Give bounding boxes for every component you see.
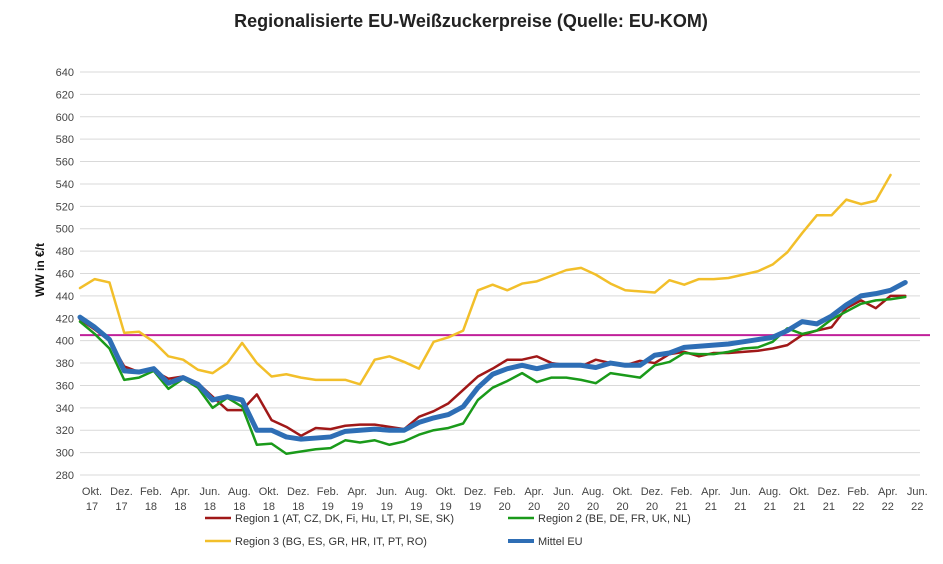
x-tick-label: Aug. 18 <box>228 486 251 513</box>
y-tick-label: 360 <box>56 380 74 392</box>
x-tick-label: Okt. 19 <box>436 486 456 513</box>
y-tick-label: 440 <box>56 291 74 303</box>
x-tick-label: Okt. 20 <box>612 486 632 513</box>
x-tick-label: Okt. 17 <box>82 486 102 513</box>
legend-label: Region 2 (BE, DE, FR, UK, NL) <box>538 513 691 525</box>
y-tick-label: 580 <box>56 134 74 146</box>
x-tick-label: Dez. 21 <box>818 486 841 513</box>
x-tick-label: Apr. 18 <box>171 486 191 513</box>
x-tick-label: Feb. 21 <box>670 486 692 513</box>
y-tick-label: 460 <box>56 269 74 281</box>
x-tick-label: Aug. 20 <box>582 486 605 513</box>
x-tick-label: Okt. 21 <box>789 486 809 513</box>
y-tick-label: 280 <box>56 470 74 482</box>
series-line-1 <box>78 294 907 438</box>
y-axis-tick-labels: 280 300 320 340 360 380 400 420 440 460 480 500 520 5… <box>56 67 74 482</box>
y-tick-label: 320 <box>56 425 74 437</box>
y-tick-label: 600 <box>56 112 74 124</box>
gridlines <box>80 71 920 476</box>
legend-label: Mittel EU <box>538 536 583 548</box>
y-tick-label: 560 <box>56 157 74 169</box>
y-tick-label: 340 <box>56 403 74 415</box>
x-tick-label: Jun. 22 <box>907 486 928 513</box>
x-tick-label: Apr. 21 <box>701 486 721 513</box>
x-tick-label: Jun. 21 <box>730 486 751 513</box>
x-tick-label: Feb. 18 <box>140 486 162 513</box>
x-tick-label: Apr. 20 <box>524 486 544 513</box>
legend-label: Region 1 (AT, CZ, DK, Fi, Hu, LT, PI, SE… <box>235 513 454 525</box>
y-tick-label: 400 <box>56 336 74 348</box>
x-tick-label: Apr. 22 <box>878 486 898 513</box>
x-tick-label: Apr. 19 <box>347 486 367 513</box>
x-tick-label: Jun. 20 <box>553 486 574 513</box>
legend: Region 1 (AT, CZ, DK, Fi, Hu, LT, PI, SE… <box>205 513 691 548</box>
x-tick-label: Jun. 18 <box>199 486 220 513</box>
y-tick-label: 540 <box>56 179 74 191</box>
series-lines <box>77 173 908 455</box>
y-axis-label: WW in €/t <box>33 243 47 297</box>
x-axis-tick-labels: Okt. 17 Dez. 17 Feb. 18 Apr. 18 Jun. 18 Aug. 18 Okt.… <box>82 486 928 513</box>
x-tick-label: Aug. 19 <box>405 486 428 513</box>
series-line-4 <box>77 279 908 442</box>
y-tick-label: 500 <box>56 224 74 236</box>
x-tick-label: Dez. 20 <box>641 486 664 513</box>
y-tick-label: 480 <box>56 246 74 258</box>
y-tick-label: 640 <box>56 67 74 79</box>
y-tick-label: 520 <box>56 201 74 213</box>
x-tick-label: Aug. 21 <box>759 486 782 513</box>
x-tick-label: Dez. 18 <box>287 486 310 513</box>
series-line-2 <box>78 295 907 455</box>
x-tick-label: Okt. 18 <box>259 486 279 513</box>
x-tick-label: Dez. 17 <box>110 486 133 513</box>
series-line-3 <box>78 173 892 386</box>
x-tick-label: Jun. 19 <box>376 486 397 513</box>
x-tick-label: Feb. 20 <box>494 486 516 513</box>
y-tick-label: 300 <box>56 448 74 460</box>
y-tick-label: 420 <box>56 313 74 325</box>
y-tick-label: 620 <box>56 89 74 101</box>
x-tick-label: Feb. 19 <box>317 486 339 513</box>
legend-label: Region 3 (BG, ES, GR, HR, IT, PT, RO) <box>235 536 427 548</box>
chart-title: Regionalisierte EU-Weißzuckerpreise (Que… <box>234 11 708 31</box>
y-tick-label: 380 <box>56 358 74 370</box>
x-tick-label: Feb. 22 <box>847 486 869 513</box>
x-tick-label: Dez. 19 <box>464 486 487 513</box>
